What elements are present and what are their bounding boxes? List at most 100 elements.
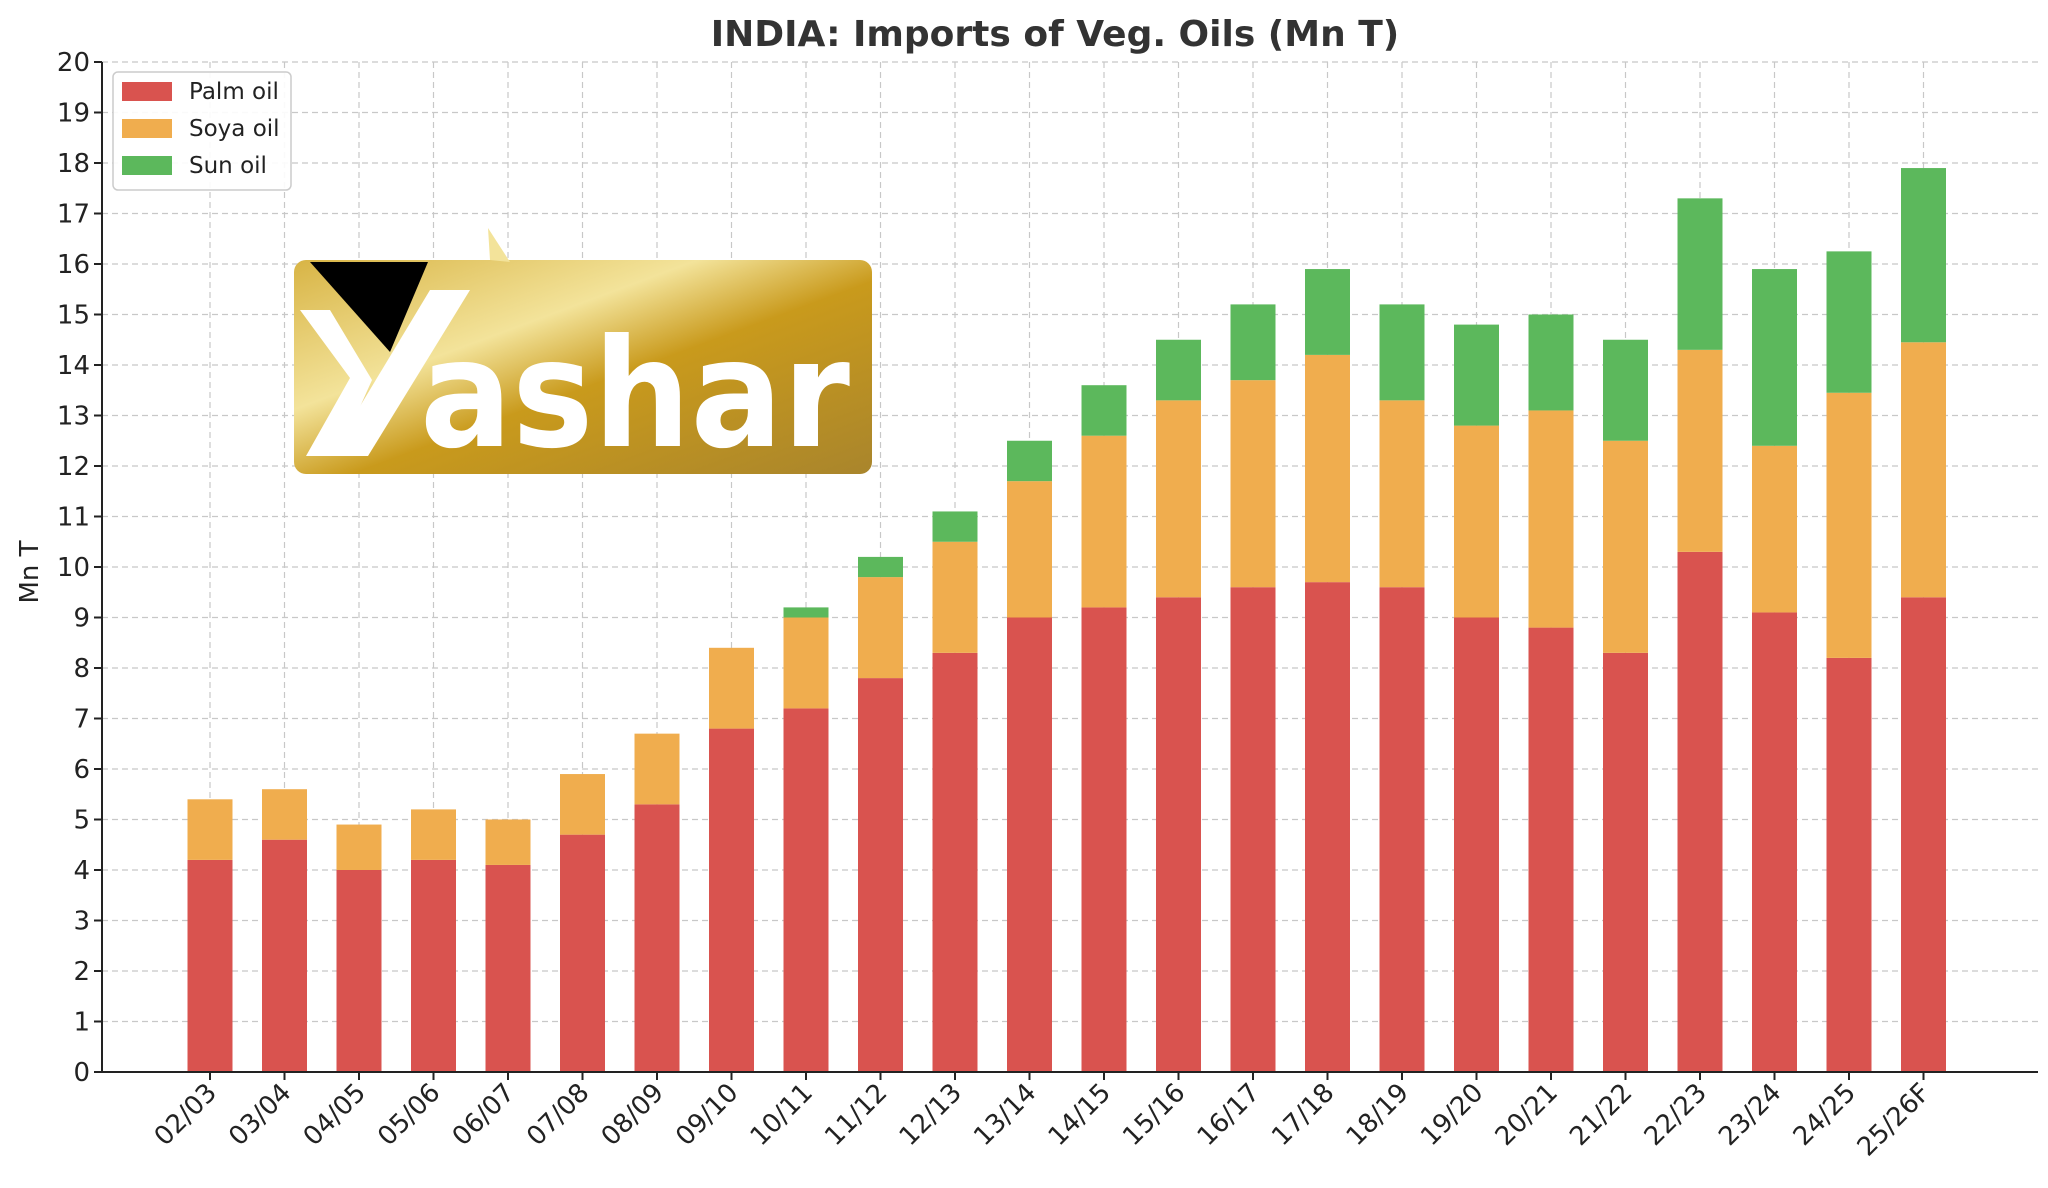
y-tick-label: 4 xyxy=(73,856,90,886)
y-tick-label: 6 xyxy=(73,755,90,785)
bar-palm-oil xyxy=(262,839,307,1072)
bar-soya-oil xyxy=(411,809,456,860)
bar-palm-oil xyxy=(1230,587,1276,1072)
x-tick-label: 04/05 xyxy=(298,1078,372,1152)
bar-palm-oil xyxy=(1454,617,1499,1072)
y-tick-label: 1 xyxy=(73,1008,90,1038)
bar-sun-oil xyxy=(1007,440,1052,482)
bar-palm-oil xyxy=(1007,617,1052,1072)
x-tick-label: 25/26F xyxy=(1852,1078,1937,1163)
bar-soya-oil xyxy=(262,789,307,840)
bar-soya-oil xyxy=(1528,410,1574,628)
chart-title: INDIA: Imports of Veg. Oils (Mn T) xyxy=(711,14,1400,55)
logo-wordmark: ashar xyxy=(420,308,850,482)
y-tick-label: 2 xyxy=(73,957,90,987)
x-tick-label: 22/23 xyxy=(1639,1078,1713,1152)
bar-soya-oil xyxy=(1156,400,1201,598)
bar-palm-oil xyxy=(1528,627,1574,1072)
x-tick-label: 23/24 xyxy=(1713,1078,1787,1152)
bar-sun-oil xyxy=(1752,269,1797,446)
x-tick-label: 02/03 xyxy=(149,1078,223,1152)
bar-soya-oil xyxy=(1230,380,1276,588)
bar-soya-oil xyxy=(1007,481,1052,618)
y-tick-label: 3 xyxy=(73,907,90,937)
x-tick-label: 10/11 xyxy=(745,1078,819,1152)
bar-soya-oil xyxy=(1677,349,1723,552)
bar-sun-oil xyxy=(1454,324,1499,426)
bar-soya-oil xyxy=(783,617,829,709)
x-tick-label: 19/20 xyxy=(1415,1078,1489,1152)
bar-sun-oil xyxy=(1156,339,1201,401)
bar-soya-oil xyxy=(1826,392,1872,658)
y-tick-label: 20 xyxy=(57,48,90,78)
bar-sun-oil xyxy=(1305,269,1350,355)
x-tick-label: 14/15 xyxy=(1043,1078,1117,1152)
bar-sun-oil xyxy=(1081,385,1127,436)
bar-sun-oil xyxy=(932,511,978,542)
grid-layer xyxy=(102,61,2038,1073)
y-tick-label: 19 xyxy=(57,99,90,129)
bar-soya-oil xyxy=(1454,425,1499,618)
bar-palm-oil xyxy=(1826,657,1872,1072)
bar-palm-oil xyxy=(485,864,531,1072)
bar-sun-oil xyxy=(1230,304,1276,381)
bar-soya-oil xyxy=(1901,342,1946,598)
x-tick-label: 21/22 xyxy=(1564,1078,1638,1152)
bar-palm-oil xyxy=(1305,582,1350,1072)
x-tick-label: 12/13 xyxy=(894,1078,968,1152)
bar-soya-oil xyxy=(187,799,233,860)
logo-triangle-icon xyxy=(310,262,428,352)
x-tick-label: 08/09 xyxy=(596,1078,670,1152)
y-tick-label: 17 xyxy=(57,200,90,230)
bar-palm-oil xyxy=(1379,587,1425,1072)
y-tick-label: 12 xyxy=(57,452,90,482)
x-tick-label: 18/19 xyxy=(1341,1078,1415,1152)
bar-soya-oil xyxy=(634,733,680,805)
bar-soya-oil xyxy=(560,774,605,835)
x-tick-label: 07/08 xyxy=(521,1078,595,1152)
bar-palm-oil xyxy=(634,804,680,1072)
bar-soya-oil xyxy=(1752,445,1797,613)
bars-layer xyxy=(187,168,1946,1072)
bar-soya-oil xyxy=(1603,440,1648,653)
bar-sun-oil xyxy=(1528,314,1574,411)
bar-palm-oil xyxy=(411,859,456,1072)
bar-soya-oil xyxy=(336,824,382,870)
y-tick-label: 8 xyxy=(73,654,90,684)
bar-sun-oil xyxy=(1826,251,1872,393)
bar-sun-oil xyxy=(783,607,829,618)
bar-sun-oil xyxy=(1603,339,1648,441)
legend-label: Soya oil xyxy=(189,116,280,142)
bar-soya-oil xyxy=(932,541,978,653)
x-tick-label: 05/06 xyxy=(372,1078,446,1152)
y-tick-label: 13 xyxy=(57,402,90,432)
bar-palm-oil xyxy=(187,859,233,1072)
y-tick-label: 18 xyxy=(57,149,90,179)
bar-soya-oil xyxy=(1379,400,1425,588)
y-tick-label: 9 xyxy=(73,604,90,634)
x-tick-label: 13/14 xyxy=(968,1078,1042,1152)
bar-palm-oil xyxy=(1156,597,1201,1072)
yashar-logo: ashar xyxy=(294,228,872,482)
bar-soya-oil xyxy=(1081,435,1127,608)
bar-sun-oil xyxy=(1677,198,1723,350)
x-tick-label: 06/07 xyxy=(447,1078,521,1152)
bar-palm-oil xyxy=(709,728,754,1072)
bar-palm-oil xyxy=(783,708,829,1072)
y-tick-label: 10 xyxy=(57,553,90,583)
bar-palm-oil xyxy=(1901,597,1946,1072)
y-tick-label: 11 xyxy=(57,503,90,533)
legend-label: Palm oil xyxy=(189,79,279,105)
bar-soya-oil xyxy=(858,577,903,679)
legend-label: Sun oil xyxy=(189,153,267,179)
bar-palm-oil xyxy=(858,678,903,1072)
x-tick-label: 09/10 xyxy=(670,1078,744,1152)
x-tick-label: 15/16 xyxy=(1117,1078,1191,1152)
bar-sun-oil xyxy=(1901,168,1946,343)
bar-palm-oil xyxy=(1081,607,1127,1072)
bar-palm-oil xyxy=(560,834,605,1072)
y-axis-label: Mn T xyxy=(15,540,45,603)
bar-soya-oil xyxy=(485,819,531,865)
logo-spark xyxy=(488,228,510,262)
